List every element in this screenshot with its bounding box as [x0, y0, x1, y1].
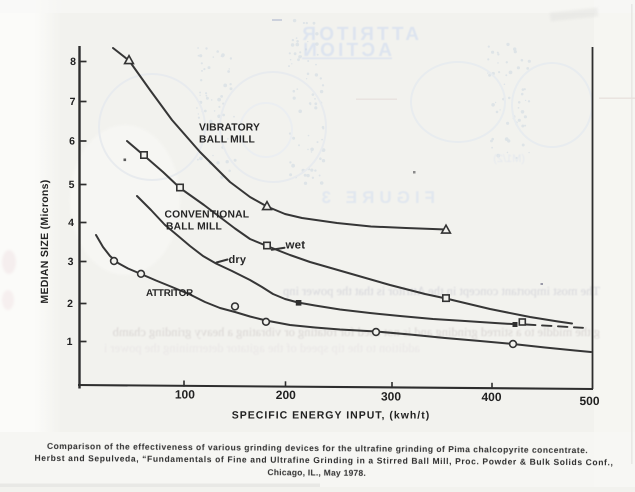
svg-text:wet: wet [285, 240, 306, 252]
svg-text:Chicago, IL., May 1978.: Chicago, IL., May 1978. [267, 467, 366, 478]
svg-text:addition to the tip speed of t: addition to the tip speed of the agitato… [103, 341, 420, 355]
svg-text:100: 100 [175, 387, 195, 401]
svg-text:200: 200 [276, 388, 296, 402]
svg-text:ATTRITOR: ATTRITOR [299, 24, 419, 45]
svg-text:Herbst and Sepulveda, “Fundame: Herbst and Sepulveda, “Fundamentals of F… [35, 453, 614, 468]
svg-text:5: 5 [69, 179, 75, 191]
svg-text:ACTION: ACTION [300, 40, 392, 61]
svg-text:SPECIFIC ENERGY INPUT, (kwh/t): SPECIFIC ENERGY INPUT, (kwh/t) [232, 410, 430, 422]
svg-text:4: 4 [68, 217, 74, 229]
svg-text:dry: dry [229, 254, 247, 266]
svg-text:g the middle to a stirred grin: g the middle to a stirred grinding and i… [113, 325, 600, 339]
svg-text:7: 7 [70, 96, 76, 108]
svg-text:ATTRITOR: ATTRITOR [146, 288, 193, 299]
svg-text:300: 300 [381, 389, 401, 403]
svg-text:8: 8 [70, 56, 76, 68]
svg-text:BALL MILL: BALL MILL [166, 221, 222, 232]
svg-text:2: 2 [67, 298, 73, 310]
svg-text:3: 3 [68, 256, 74, 268]
svg-text:BALL MILL: BALL MILL [199, 134, 255, 145]
svg-text:500: 500 [579, 394, 599, 408]
svg-text:CONVENTIONAL: CONVENTIONAL [165, 209, 250, 220]
svg-text:The most important concept in: The most important concept in the Attrit… [283, 284, 600, 298]
svg-text:1: 1 [67, 336, 73, 348]
svg-text:FIGURE 3: FIGURE 3 [317, 188, 435, 207]
svg-text:6: 6 [69, 136, 75, 148]
svg-text:VIBRATORY: VIBRATORY [199, 123, 260, 134]
svg-text:Comparison of the effectivenes: Comparison of the effectiveness of vario… [47, 441, 588, 455]
svg-text:(M1/2): (M1/2) [493, 153, 525, 165]
svg-text:400: 400 [481, 390, 501, 404]
svg-text:MEDIAN SIZE (Microns): MEDIAN SIZE (Microns) [39, 179, 51, 303]
